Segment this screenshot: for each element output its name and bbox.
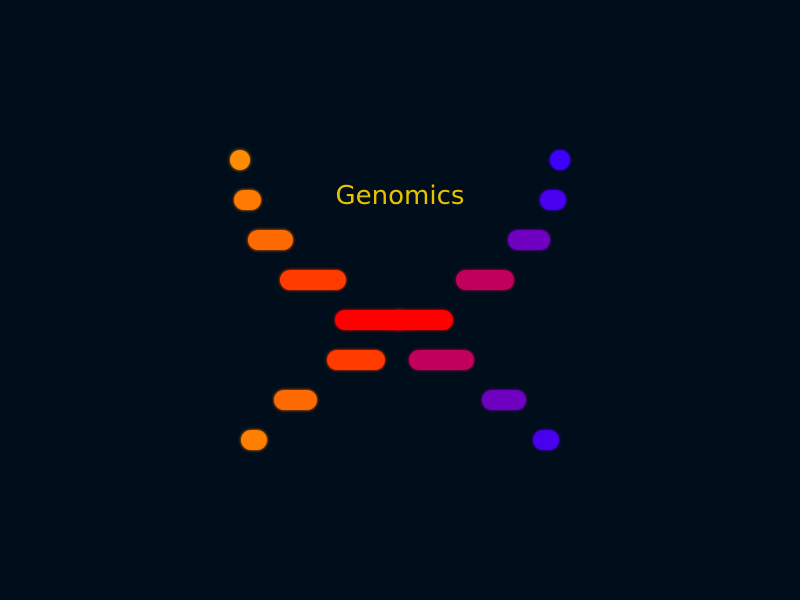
left-strand-rung-8 <box>241 430 267 450</box>
left-strand-rung-6 <box>327 350 385 370</box>
left-strand-rung-1 <box>230 150 250 170</box>
right-strand-rung-4 <box>456 270 514 290</box>
right-strand-rung-8 <box>533 430 559 450</box>
right-strand-rung-2 <box>540 190 566 210</box>
right-strand-rung-3 <box>508 230 550 250</box>
left-strand-rung-2 <box>234 190 261 210</box>
left-strand-rung-5 <box>335 310 408 330</box>
left-strand-rung-7 <box>274 390 317 410</box>
left-strand-rung-4 <box>280 270 346 290</box>
right-strand-rung-7 <box>482 390 526 410</box>
right-strand-rung-6 <box>409 350 474 370</box>
logo-title: Genomics <box>335 181 465 211</box>
left-strand-rung-3 <box>248 230 293 250</box>
right-strand-rung-1 <box>550 150 570 170</box>
